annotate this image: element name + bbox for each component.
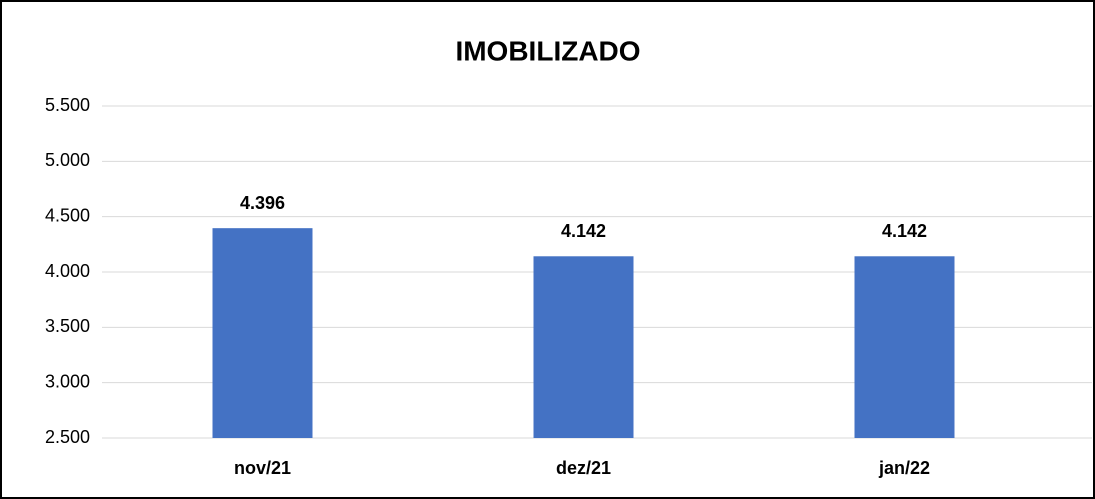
y-tick-label: 5.000	[45, 150, 90, 170]
y-tick-label: 4.500	[45, 205, 90, 225]
y-tick-label: 3.000	[45, 371, 90, 391]
bar	[854, 256, 955, 438]
value-label: 4.396	[240, 193, 285, 213]
y-tick-label: 2.500	[45, 427, 90, 447]
y-tick-label: 3.500	[45, 316, 90, 336]
x-tick-label: jan/22	[878, 458, 930, 478]
y-tick-label: 5.500	[45, 95, 90, 115]
value-label: 4.142	[882, 221, 927, 241]
bar	[533, 256, 634, 438]
y-tick-label: 4.000	[45, 261, 90, 281]
x-tick-label: dez/21	[556, 458, 611, 478]
x-tick-label: nov/21	[234, 458, 291, 478]
value-label: 4.142	[561, 221, 606, 241]
bar	[212, 228, 313, 438]
chart-title: IMOBILIZADO	[455, 35, 640, 66]
